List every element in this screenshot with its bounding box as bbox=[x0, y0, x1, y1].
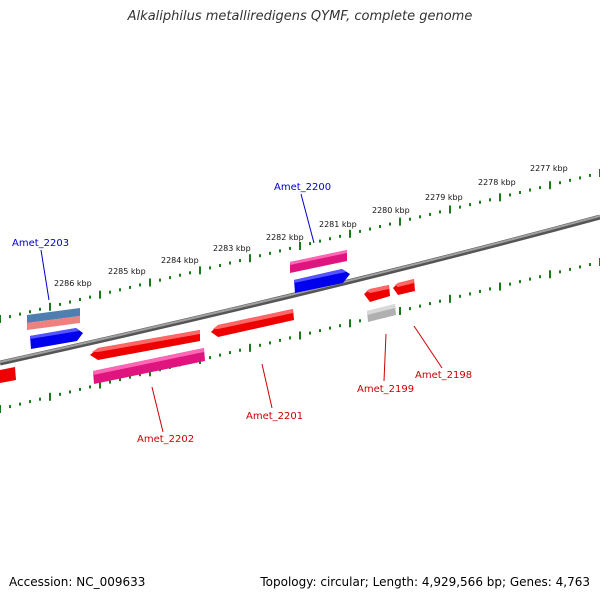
scale-label: 2283 kbp bbox=[213, 244, 251, 253]
scale-label: 2279 kbp bbox=[425, 193, 463, 202]
gene-bar-grey-highlight bbox=[367, 304, 395, 315]
scale-label: 2286 kbp bbox=[54, 279, 92, 288]
gene-amet-2198[interactable] bbox=[393, 279, 415, 295]
leader-line-amet-2199 bbox=[383, 333, 387, 382]
cds-arrow-forward-highlight bbox=[30, 328, 79, 339]
gene-label-amet-2203[interactable]: Amet_2203 bbox=[12, 238, 69, 249]
leader-line-amet-2200 bbox=[300, 193, 315, 244]
gene-amet-2199[interactable] bbox=[364, 285, 396, 322]
genome-summary-text: Topology: circular; Length: 4,929,566 bp… bbox=[260, 575, 590, 589]
gene-label-amet-2200[interactable]: Amet_2200 bbox=[274, 182, 331, 193]
cds-arrow-forward-highlight bbox=[294, 269, 346, 283]
scale-label: 2277 kbp bbox=[530, 164, 568, 173]
scale-label: 2285 kbp bbox=[108, 267, 146, 276]
scale-label: 2280 kbp bbox=[372, 206, 410, 215]
cds-arrow-reverse-highlight bbox=[395, 279, 414, 287]
scale-label: 2278 kbp bbox=[478, 178, 516, 187]
gene-bar-steel[interactable] bbox=[27, 308, 80, 323]
scale-label: 2282 kbp bbox=[266, 233, 304, 242]
gene-label-amet-2199[interactable]: Amet_2199 bbox=[357, 384, 414, 395]
gene-amet-2200[interactable] bbox=[290, 250, 350, 293]
cds-arrow-reverse-highlight bbox=[92, 330, 200, 352]
scale-labels: 2277 kbp 2278 kbp 2279 kbp 2280 kbp 2281… bbox=[54, 164, 568, 288]
leader-line-amet-2198 bbox=[413, 325, 443, 369]
leader-line-amet-2203 bbox=[40, 249, 50, 301]
cds-arrow-reverse-partial[interactable] bbox=[0, 367, 16, 383]
accession-text: Accession: NC_009633 bbox=[9, 575, 146, 589]
cds-arrow-forward[interactable] bbox=[294, 269, 350, 293]
leader-line-amet-2202 bbox=[151, 386, 164, 433]
gene-amet-2202[interactable] bbox=[90, 330, 205, 384]
gene-label-amet-2201[interactable]: Amet_2201 bbox=[246, 411, 303, 422]
outer-scale-ticks bbox=[0, 169, 600, 323]
genome-backbone-highlight bbox=[0, 215, 600, 363]
scale-label: 2284 kbp bbox=[161, 256, 199, 265]
gene-amet-2201[interactable] bbox=[211, 309, 294, 337]
gene-label-amet-2198[interactable]: Amet_2198 bbox=[415, 370, 472, 381]
gene-bar-salmon[interactable] bbox=[27, 316, 80, 330]
map-title: Alkaliphilus metalliredigens QYMF, compl… bbox=[127, 9, 473, 24]
gene-label-amet-2202[interactable]: Amet_2202 bbox=[137, 434, 194, 445]
cds-arrow-forward[interactable] bbox=[30, 328, 83, 349]
gene-amet-2203[interactable] bbox=[27, 308, 83, 349]
scale-label: 2281 kbp bbox=[319, 220, 357, 229]
cds-arrow-reverse-highlight bbox=[366, 285, 389, 293]
cds-arrow-reverse-highlight bbox=[213, 309, 293, 329]
gene-bar-pink-highlight bbox=[93, 348, 204, 375]
leader-line-amet-2201 bbox=[261, 363, 273, 409]
gene-bar-pink-highlight bbox=[290, 250, 347, 265]
